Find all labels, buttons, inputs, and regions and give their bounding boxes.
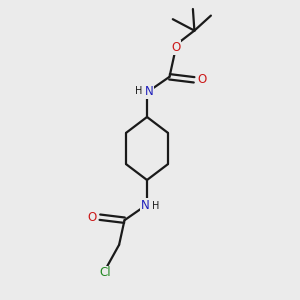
Text: N: N bbox=[140, 199, 149, 212]
Text: H: H bbox=[135, 86, 142, 96]
Text: N: N bbox=[145, 85, 154, 98]
Text: Cl: Cl bbox=[99, 266, 110, 280]
Text: O: O bbox=[171, 41, 180, 54]
Text: H: H bbox=[152, 201, 160, 211]
Text: O: O bbox=[198, 73, 207, 86]
Text: O: O bbox=[87, 211, 96, 224]
